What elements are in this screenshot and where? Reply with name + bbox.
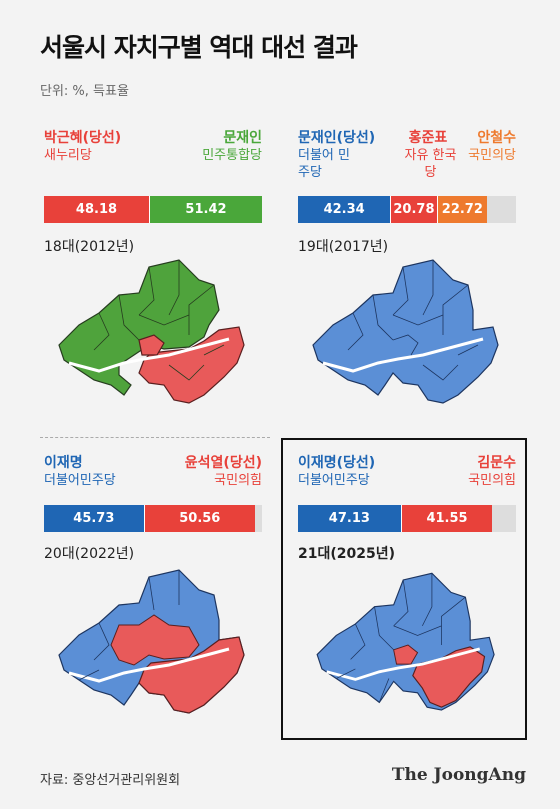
map-south-region xyxy=(138,326,245,404)
map-han-river xyxy=(68,647,230,683)
candidate-name: 안철수 xyxy=(477,130,516,146)
election-year: 20대(2022년) xyxy=(44,546,135,562)
candidate-party: 더불어민주당 xyxy=(298,473,370,488)
candidate-party: 국민의힘 xyxy=(214,473,262,488)
candidate-2: 김문수 국민의힘 xyxy=(468,455,516,489)
source-note: 자료: 중앙선거관리위원회 xyxy=(40,773,181,788)
candidate-1: 박근혜(당선) 새누리당 xyxy=(44,130,121,164)
bar-remainder xyxy=(487,196,516,223)
election-year: 21대(2025년) xyxy=(298,546,396,562)
vote-bar: 48.18 51.42 xyxy=(44,196,262,223)
candidate-1: 이재명(당선) 더불어민주당 xyxy=(298,455,375,489)
page-title: 서울시 자치구별 역대 대선 결과 xyxy=(40,33,358,62)
candidate-name: 문재인(당선) xyxy=(298,130,376,146)
bar-segment: 50.56 xyxy=(143,505,255,532)
candidate-1: 문재인(당선) 더불어 민주당 xyxy=(298,130,375,181)
panel-2022: 이재명 더불어민주당 윤석열(당선) 국민의힘 45.73 50.56 20대(2… xyxy=(44,455,284,740)
candidate-2: 문재인 민주통합당 xyxy=(202,130,262,164)
seoul-map xyxy=(312,259,499,404)
candidate-name: 박근혜(당선) xyxy=(44,130,122,146)
bar-segment: 45.73 xyxy=(44,505,144,532)
candidate-name: 김문수 xyxy=(477,455,516,471)
bar-segment: 42.34 xyxy=(298,196,391,223)
seoul-map xyxy=(58,259,245,404)
candidate-name: 이재명 xyxy=(44,455,83,471)
candidate-name: 문재인 xyxy=(223,130,262,146)
candidate-name: 윤석열(당선) xyxy=(184,455,262,471)
map-center-region xyxy=(138,334,165,356)
panel-2025: 이재명(당선) 더불어민주당 김문수 국민의힘 47.13 41.55 21대(2… xyxy=(298,455,538,740)
seoul-map xyxy=(58,569,245,714)
bar-segment: 51.42 xyxy=(148,196,262,223)
bar-remainder xyxy=(254,505,262,532)
vote-bar: 47.13 41.55 xyxy=(298,505,516,532)
map-red-center xyxy=(110,614,200,666)
panel-2017: 문재인(당선) 더불어 민주당 홍준표 자유 한국당 안철수 국민의당 42.3… xyxy=(298,130,538,415)
seoul-map xyxy=(316,572,495,711)
vote-bar: 42.34 20.78 22.72 xyxy=(298,196,516,223)
candidate-party: 국민의당 xyxy=(468,148,516,163)
candidate-party: 국민의힘 xyxy=(468,473,516,488)
candidate-2: 홍준표 자유 한국당 xyxy=(398,130,458,181)
section-divider xyxy=(40,437,270,438)
bar-remainder xyxy=(492,505,516,532)
bar-segment: 48.18 xyxy=(44,196,149,223)
vote-bar: 45.73 50.56 xyxy=(44,505,262,532)
map-han-river xyxy=(68,337,230,373)
panel-2012: 박근혜(당선) 새누리당 문재인 민주통합당 48.18 51.42 18대(20… xyxy=(44,130,284,415)
map-red-center xyxy=(393,644,419,665)
election-year: 19대(2017년) xyxy=(298,239,389,255)
candidate-3: 안철수 국민의당 xyxy=(468,130,516,164)
bar-segment: 22.72 xyxy=(436,196,488,223)
publisher-logo: The JoongAng xyxy=(391,765,526,785)
map-whole-region xyxy=(312,259,499,404)
map-red-south xyxy=(138,636,245,714)
candidate-party: 더불어 민주당 xyxy=(298,148,350,180)
candidate-party: 자유 한국당 xyxy=(404,148,457,180)
unit-note: 단위: %, 득표율 xyxy=(40,84,129,99)
candidate-party: 민주통합당 xyxy=(202,148,262,163)
election-year: 18대(2012년) xyxy=(44,239,135,255)
bar-segment: 20.78 xyxy=(390,196,437,223)
bar-segment: 47.13 xyxy=(298,505,401,532)
candidate-2: 윤석열(당선) 국민의힘 xyxy=(185,455,262,489)
candidate-name: 이재명(당선) xyxy=(298,455,376,471)
highlight-frame xyxy=(281,438,527,740)
candidate-party: 더불어민주당 xyxy=(44,473,116,488)
candidate-party: 새누리당 xyxy=(44,148,92,163)
bar-segment: 41.55 xyxy=(400,505,493,532)
candidate-name: 홍준표 xyxy=(408,130,448,146)
map-han-river xyxy=(326,647,481,681)
map-han-river xyxy=(322,337,484,373)
candidate-1: 이재명 더불어민주당 xyxy=(44,455,116,489)
